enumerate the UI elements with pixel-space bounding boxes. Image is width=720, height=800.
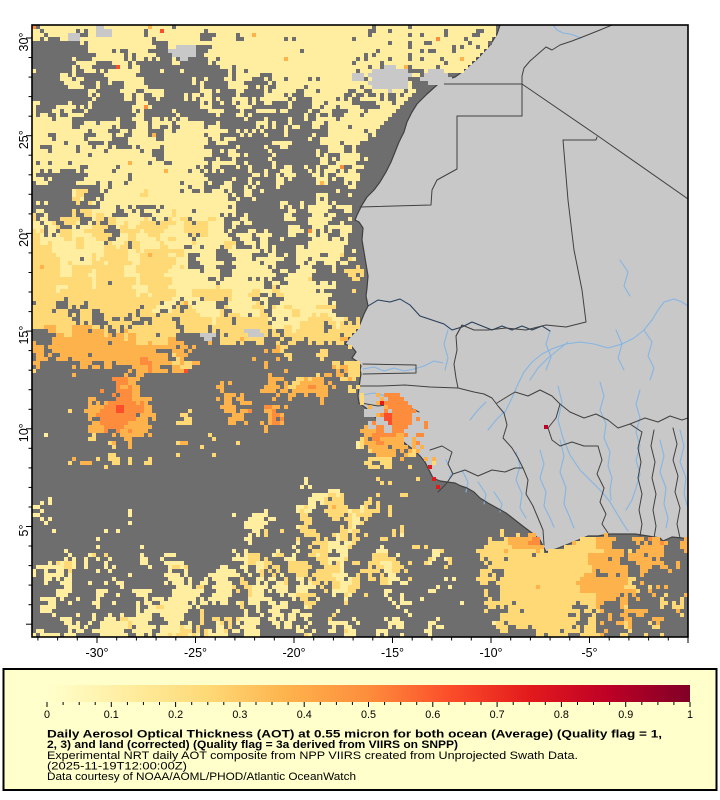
- svg-text:1: 1: [687, 709, 693, 721]
- svg-text:25°: 25°: [17, 130, 31, 149]
- svg-text:0.1: 0.1: [104, 709, 119, 721]
- svg-text:0.9: 0.9: [618, 709, 633, 721]
- svg-text:20°: 20°: [17, 228, 31, 247]
- svg-text:-20°: -20°: [282, 646, 305, 660]
- svg-text:Experimental NRT daily AOT com: Experimental NRT daily AOT composite fro…: [47, 750, 578, 762]
- svg-text:5°: 5°: [17, 525, 31, 537]
- svg-text:-25°: -25°: [184, 646, 207, 660]
- svg-text:30°: 30°: [17, 33, 31, 52]
- svg-text:Daily Aerosol Optical Thicknes: Daily Aerosol Optical Thickness (AOT) at…: [47, 729, 662, 741]
- svg-text:0.5: 0.5: [361, 709, 376, 721]
- svg-text:-15°: -15°: [381, 646, 404, 660]
- svg-text:0.6: 0.6: [425, 709, 440, 721]
- svg-text:10°: 10°: [17, 423, 31, 442]
- svg-text:(2025-11-19T12:00:00Z): (2025-11-19T12:00:00Z): [47, 760, 187, 772]
- svg-text:15°: 15°: [17, 326, 31, 345]
- svg-text:0: 0: [44, 709, 50, 721]
- svg-text:-10°: -10°: [479, 646, 502, 660]
- svg-text:0.4: 0.4: [297, 709, 312, 721]
- svg-text:Data courtesy of NOAA/AOML/PHO: Data courtesy of NOAA/AOML/PHOD/Atlantic…: [47, 771, 356, 783]
- svg-text:0.8: 0.8: [554, 709, 569, 721]
- svg-text:2, 3) and land (corrected) (Qu: 2, 3) and land (corrected) (Quality flag…: [47, 739, 458, 751]
- svg-text:-30°: -30°: [85, 646, 108, 660]
- svg-text:-5°: -5°: [581, 646, 597, 660]
- svg-text:0.3: 0.3: [232, 709, 247, 721]
- svg-text:0.7: 0.7: [490, 709, 505, 721]
- svg-text:0.2: 0.2: [168, 709, 183, 721]
